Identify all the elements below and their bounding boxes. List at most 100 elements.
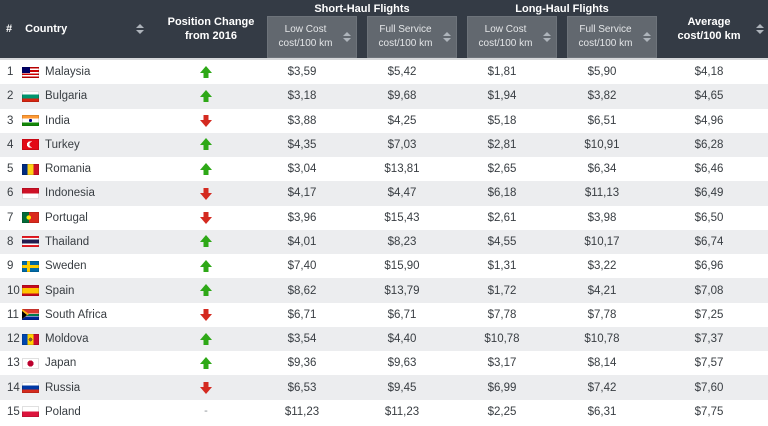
up-arrow-icon [199,333,213,346]
country-column-header[interactable]: Country [25,23,68,35]
position-change-cell [160,211,262,224]
country-cell: Japan [22,357,160,369]
short-haul-low-cost-cell: $3,54 [287,333,317,346]
down-arrow-icon [199,187,213,200]
short-haul-low-cost-cell: $11,23 [284,405,320,418]
short-haul-full-service-cell: $13,79 [384,284,420,297]
column-label-line1: Full Service [379,24,432,35]
flag-spain-icon [22,285,39,297]
table-row: 12 Moldova $3,54 $4,40 $10,78 $10,78 $7,… [0,326,768,352]
short-haul-low-cost-cell: $6,53 [287,381,317,394]
short-haul-low-cost-column-header[interactable]: Low Cost cost/100 km [267,16,357,58]
long-haul-low-cost-cell: $1,94 [487,90,517,103]
country-cell: Indonesia [22,187,160,199]
country-name: Portugal [45,211,88,224]
short-haul-full-service-column-header[interactable]: Full Service cost/100 km [367,16,457,58]
sort-icon[interactable] [643,32,651,42]
position-change-cell: - [160,406,262,417]
up-arrow-icon [199,284,213,297]
average-cost-cell: $6,74 [694,235,724,248]
rank-cell: 7 [7,211,14,224]
country-cell: Turkey [22,139,160,151]
short-haul-low-cost-cell: $3,04 [287,163,317,176]
sort-icon[interactable] [756,24,764,34]
flag-indonesia-icon [22,187,39,199]
rank-cell: 1 [7,66,14,79]
rank-cell: 14 [7,381,20,394]
long-haul-full-service-cell: $3,98 [587,211,617,224]
rank-cell: 12 [7,333,20,346]
country-cell: Moldova [22,333,160,345]
sort-icon[interactable] [543,32,551,42]
long-haul-full-service-cell: $8,14 [587,357,617,370]
short-haul-low-cost-cell: $3,88 [287,114,317,127]
table-row: 5 Romania $3,04 $13,81 $2,65 $6,34 $6,46 [0,157,768,182]
table-row: 11 South Africa $6,71 $6,71 $7,78 $7,78 … [0,302,768,327]
average-cost-cell: $4,18 [694,66,724,79]
country-cell: South Africa [22,309,160,321]
long-haul-low-cost-column-header[interactable]: Low Cost cost/100 km [467,16,557,58]
average-cost-cell: $7,08 [694,284,724,297]
position-change-cell [160,260,262,273]
long-haul-full-service-column-header[interactable]: Full Service cost/100 km [567,16,657,58]
table-row: 2 Bulgaria $3,18 $9,68 $1,94 $3,82 $4,65 [0,84,768,109]
country-name: Bulgaria [45,90,88,103]
long-haul-low-cost-cell: $6,99 [487,381,517,394]
down-arrow-icon [199,381,213,394]
position-change-label-line1: Position Change [167,16,255,28]
sort-icon[interactable] [136,24,144,34]
column-label-line1: Full Service [579,24,632,35]
table-row: 4 Turkey $4,35 $7,03 $2,81 $10,91 $6,28 [0,132,768,158]
country-name: Malaysia [45,66,91,79]
country-cell: Sweden [22,260,160,272]
average-cost-cell: $6,96 [694,260,724,273]
down-arrow-icon [199,308,213,321]
position-change-cell [160,308,262,321]
table-header: # Country Position Change from 2016 Shor… [0,0,768,60]
short-haul-full-service-cell: $7,03 [387,138,417,151]
long-haul-full-service-cell: $10,78 [584,333,620,346]
country-name: South Africa [45,308,108,321]
short-haul-full-service-cell: $6,71 [387,308,417,321]
long-haul-low-cost-cell: $5,18 [487,114,517,127]
country-cell: Spain [22,285,160,297]
average-cost-cell: $7,37 [694,333,724,346]
average-cost-cell: $7,25 [694,308,724,321]
country-cell: Thailand [22,236,160,248]
short-haul-full-service-cell: $15,90 [384,260,420,273]
short-haul-full-service-cell: $15,43 [384,211,420,224]
short-haul-full-service-cell: $9,68 [387,90,417,103]
short-haul-full-service-cell: $11,23 [384,405,420,418]
short-haul-full-service-cell: $8,23 [387,235,417,248]
position-change-none: - [204,405,208,418]
flag-poland-icon [22,406,39,418]
up-arrow-icon [199,66,213,79]
column-label-line2: cost/100 km [578,38,633,49]
rank-cell: 10 [7,284,20,297]
country-cell: India [22,115,160,127]
average-cost-cell: $7,57 [694,357,724,370]
long-haul-full-service-cell: $3,22 [587,260,617,273]
table-row: 6 Indonesia $4,17 $4,47 $6,18 $11,13 $6,… [0,181,768,206]
flag-russia-icon [22,382,39,394]
country-name: Sweden [45,260,87,273]
position-change-cell [160,163,262,176]
sort-icon[interactable] [343,32,351,42]
country-cell: Bulgaria [22,90,160,102]
table-row: 3 India $3,88 $4,25 $5,18 $6,51 $4,96 [0,108,768,133]
country-cell: Russia [22,382,160,394]
sort-icon[interactable] [443,32,451,42]
long-haul-low-cost-cell: $3,17 [487,357,517,370]
short-haul-low-cost-cell: $4,17 [287,187,317,200]
position-change-cell [160,235,262,248]
short-haul-low-cost-cell: $4,01 [287,235,317,248]
position-change-cell [160,333,262,346]
rank-cell: 9 [7,260,14,273]
average-column-header[interactable]: Average cost/100 km [662,0,768,58]
up-arrow-icon [199,163,213,176]
short-haul-low-cost-cell: $3,96 [287,211,317,224]
country-cell: Malaysia [22,66,160,78]
position-change-cell [160,357,262,370]
flag-malaysia-icon [22,66,39,78]
long-haul-low-cost-cell: $2,65 [487,163,517,176]
